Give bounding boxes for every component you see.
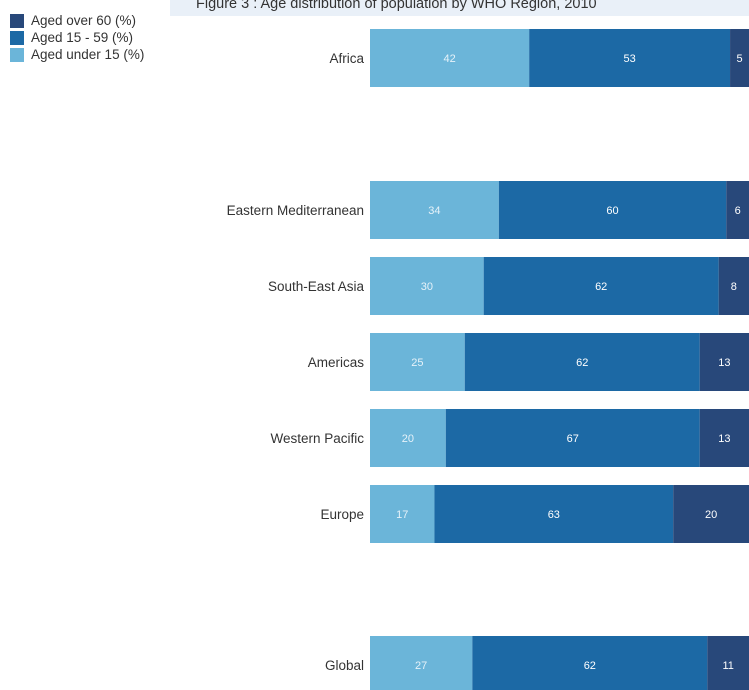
category-label-global: Global — [325, 658, 364, 673]
bar-africa-aged-under-15 — [370, 29, 530, 87]
data-label-americas-aged-15-59: 62 — [576, 357, 588, 369]
data-label-americas-aged-under-15: 25 — [411, 357, 423, 369]
data-label-western-pacific-aged-under-15: 20 — [402, 433, 414, 445]
category-label-europe: Europe — [320, 507, 364, 522]
bar-americas-aged-15-59 — [464, 333, 700, 391]
data-label-europe-aged-over-60: 20 — [705, 509, 717, 521]
data-label-eastern-mediterranean-aged-over-60: 6 — [735, 205, 741, 217]
data-label-south-east-asia-aged-under-15: 30 — [421, 281, 433, 293]
data-label-americas-aged-over-60: 13 — [718, 357, 730, 369]
legend-label-15-59: Aged 15 - 59 (%) — [31, 30, 134, 45]
data-label-eastern-mediterranean-aged-under-15: 34 — [428, 205, 440, 217]
bar-south-east-asia-aged-over-60 — [718, 257, 749, 315]
legend-label-under-15: Aged under 15 (%) — [31, 47, 145, 62]
legend: Aged over 60 (%) Aged 15 - 59 (%) Aged u… — [10, 12, 144, 63]
data-label-africa-aged-15-59: 53 — [623, 53, 635, 65]
data-label-europe-aged-15-59: 63 — [548, 509, 560, 521]
title-band — [170, 0, 749, 16]
bar-americas-aged-under-15 — [370, 333, 465, 391]
bar-eastern-mediterranean-aged-under-15 — [370, 181, 499, 239]
bar-global-aged-15-59 — [472, 636, 708, 690]
category-label-africa: Africa — [329, 51, 364, 66]
bar-eastern-mediterranean-aged-over-60 — [726, 181, 749, 239]
data-label-africa-aged-under-15: 42 — [443, 53, 455, 65]
bar-south-east-asia-aged-under-15 — [370, 257, 484, 315]
legend-label-over-60: Aged over 60 (%) — [31, 13, 137, 28]
data-label-western-pacific-aged-over-60: 13 — [718, 433, 730, 445]
bar-south-east-asia-aged-15-59 — [483, 257, 719, 315]
legend-swatch-15-59 — [10, 30, 24, 45]
bar-africa-aged-over-60 — [730, 29, 749, 87]
legend-item-15-59: Aged 15 - 59 (%) — [10, 29, 144, 46]
bar-europe-aged-over-60 — [673, 485, 749, 543]
bar-global-aged-under-15 — [370, 636, 473, 690]
bar-western-pacific-aged-15-59 — [445, 409, 700, 467]
bar-europe-aged-under-15 — [370, 485, 435, 543]
category-label-south-east-asia: South-East Asia — [268, 279, 365, 294]
data-label-western-pacific-aged-15-59: 67 — [567, 433, 579, 445]
data-label-south-east-asia-aged-15-59: 62 — [595, 281, 607, 293]
category-label-eastern-mediterranean: Eastern Mediterranean — [227, 203, 364, 218]
legend-item-over-60: Aged over 60 (%) — [10, 12, 144, 29]
legend-item-under-15: Aged under 15 (%) — [10, 46, 144, 63]
chart-title: Figure 3 : Age distribution of populatio… — [196, 0, 597, 12]
data-label-global-aged-15-59: 62 — [584, 660, 596, 672]
legend-swatch-over-60 — [10, 13, 24, 28]
bar-western-pacific-aged-under-15 — [370, 409, 446, 467]
bar-africa-aged-15-59 — [529, 29, 731, 87]
legend-swatch-under-15 — [10, 47, 24, 62]
data-label-europe-aged-under-15: 17 — [396, 509, 408, 521]
data-label-africa-aged-over-60: 5 — [736, 53, 742, 65]
data-label-global-aged-under-15: 27 — [415, 660, 427, 672]
bar-europe-aged-15-59 — [434, 485, 674, 543]
category-label-americas: Americas — [308, 355, 365, 370]
bar-western-pacific-aged-over-60 — [699, 409, 749, 467]
bar-global-aged-over-60 — [707, 636, 749, 690]
data-label-south-east-asia-aged-over-60: 8 — [731, 281, 737, 293]
bar-eastern-mediterranean-aged-15-59 — [498, 181, 727, 239]
category-label-western-pacific: Western Pacific — [270, 431, 364, 446]
bar-americas-aged-over-60 — [699, 333, 749, 391]
data-label-eastern-mediterranean-aged-15-59: 60 — [606, 205, 618, 217]
data-label-global-aged-over-60: 11 — [722, 660, 733, 672]
